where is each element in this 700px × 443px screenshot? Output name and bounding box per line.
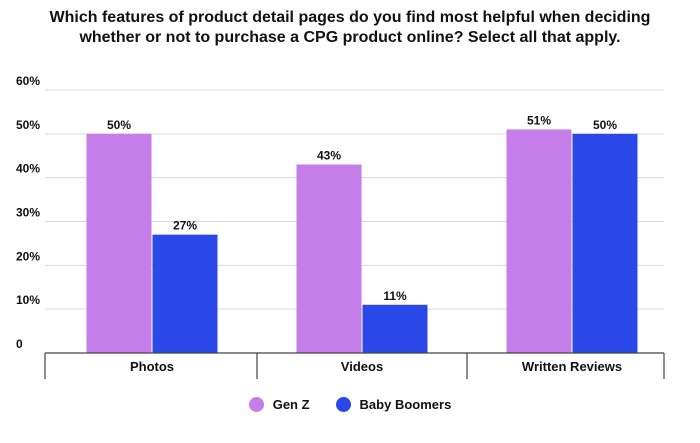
y-tick-label-40: 40% xyxy=(16,162,40,176)
legend-label-baby-boomers: Baby Boomers xyxy=(359,397,452,412)
bar-gen-z-written-reviews xyxy=(506,129,572,353)
y-tick-label-60: 60% xyxy=(16,74,40,88)
x-axis: Photos Videos Written Reviews xyxy=(44,352,665,379)
data-label-baby-boomers-written-reviews: 50% xyxy=(593,118,617,132)
data-label-baby-boomers-photos: 27% xyxy=(173,219,197,233)
legend-swatch-gen-z xyxy=(248,397,264,412)
y-tick-label-20: 20% xyxy=(16,249,40,263)
legend-item-baby-boomers: Baby Boomers xyxy=(335,397,452,412)
legend: Gen Z Baby Boomers xyxy=(0,397,700,412)
y-axis-ticks: 0 10% 20% 30% 40% 50% 60% xyxy=(16,74,40,351)
x-tick-label-videos: Videos xyxy=(341,359,383,374)
data-label-baby-boomers-videos: 11% xyxy=(383,289,407,303)
legend-swatch-baby-boomers xyxy=(335,397,351,412)
y-tick-label-10: 10% xyxy=(16,293,40,307)
x-tick-label-written-reviews: Written Reviews xyxy=(522,359,622,374)
bar-baby-boomers-written-reviews xyxy=(572,133,638,353)
x-tick-label-photos: Photos xyxy=(130,359,174,374)
chart-title: Which features of product detail pages d… xyxy=(49,9,651,46)
bars xyxy=(86,129,638,353)
legend-label-gen-z: Gen Z xyxy=(272,397,310,412)
bar-baby-boomers-photos xyxy=(152,234,218,353)
y-tick-label-30: 30% xyxy=(16,206,40,220)
data-label-gen-z-written-reviews: 51% xyxy=(527,113,551,127)
bar-gen-z-photos xyxy=(86,133,152,353)
data-labels: 50% 27% 43% 11% 51% 50% xyxy=(107,113,617,302)
data-label-gen-z-photos: 50% xyxy=(107,118,131,132)
bar-baby-boomers-videos xyxy=(362,304,428,353)
y-tick-label-0: 0 xyxy=(16,337,23,351)
bar-gen-z-videos xyxy=(296,164,362,353)
y-tick-label-50: 50% xyxy=(16,118,40,132)
legend-item-gen-z: Gen Z xyxy=(248,397,310,412)
data-label-gen-z-videos: 43% xyxy=(317,149,341,163)
